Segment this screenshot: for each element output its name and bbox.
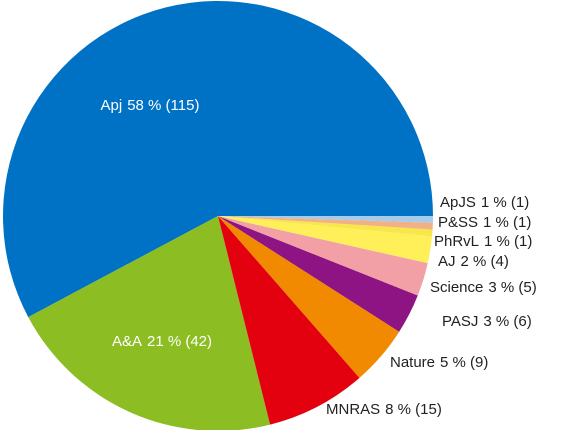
slice-label: PhRvL 1 % (1) — [434, 233, 532, 250]
slice-value: 21 % (42) — [147, 333, 212, 350]
slice-value: 5 % (9) — [440, 354, 488, 371]
slice-value: 1 % (1) — [484, 233, 532, 250]
slice-name: A&A — [112, 333, 142, 350]
slice-name: Apj — [101, 97, 123, 114]
pie-slice — [218, 216, 428, 296]
slice-label: A&A 21 % (42) — [112, 333, 212, 350]
pie-slice — [218, 216, 360, 425]
slice-name: PASJ — [442, 313, 478, 330]
slice-value: 3 % (5) — [488, 279, 536, 296]
slice-name: ApJS — [440, 194, 476, 211]
slice-name: PhRvL — [434, 233, 479, 250]
slice-value: 58 % (115) — [127, 97, 199, 114]
slice-value: 1 % (1) — [483, 214, 531, 231]
slice-name: Nature — [390, 354, 435, 371]
pie-slice — [218, 216, 433, 230]
slice-label: MNRAS 8 % (15) — [326, 401, 442, 418]
pie-slice — [218, 216, 400, 378]
slice-label: PASJ 3 % (6) — [442, 313, 532, 330]
slice-label: ApJS 1 % (1) — [440, 194, 529, 211]
pie-slice — [218, 216, 418, 332]
slice-value: 8 % (15) — [385, 401, 442, 418]
pie-slice — [218, 216, 433, 223]
slice-value: 2 % (4) — [461, 253, 509, 270]
slice-value: 1 % (1) — [481, 194, 529, 211]
pie-slice — [2, 0, 433, 318]
slice-label: Nature 5 % (9) — [390, 354, 488, 371]
slice-label: Apj 58 % (115) — [101, 97, 200, 114]
slice-name: MNRAS — [326, 401, 380, 418]
pie-slice — [218, 216, 433, 264]
pie-slice — [218, 216, 433, 237]
slice-value: 3 % (6) — [483, 313, 531, 330]
slice-name: P&SS — [438, 214, 478, 231]
slice-label: AJ 2 % (4) — [438, 253, 509, 270]
slice-name: Science — [430, 279, 483, 296]
pie-slice — [28, 216, 271, 430]
slice-label: Science 3 % (5) — [430, 279, 537, 296]
slice-name: AJ — [438, 253, 456, 270]
slice-label: P&SS 1 % (1) — [438, 214, 531, 231]
